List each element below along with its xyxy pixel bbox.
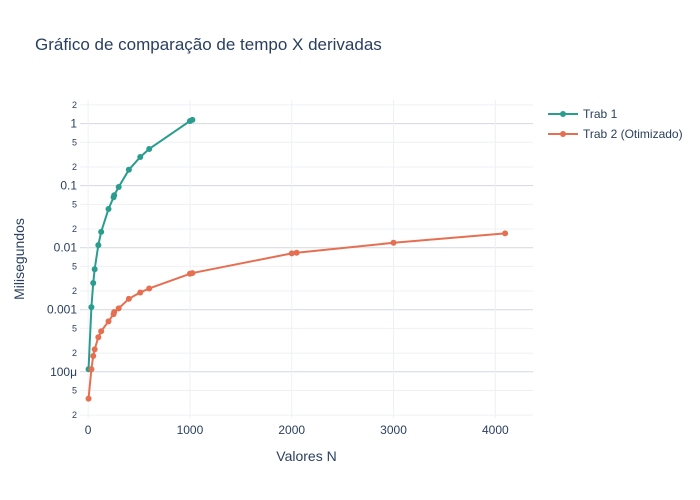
y-minor-tick-label: 2: [72, 100, 77, 110]
legend-label: Trab 1: [583, 107, 618, 121]
x-axis-ticks: 0 1000 2000 3000 4000: [85, 423, 509, 437]
data-point[interactable]: [88, 304, 95, 311]
legend: Trab 1 Trab 2 (Otimizado): [548, 107, 683, 141]
y-tick-label: 0.1: [60, 179, 77, 193]
legend-item[interactable]: Trab 2 (Otimizado): [548, 127, 683, 141]
data-point[interactable]: [125, 166, 132, 173]
data-point[interactable]: [95, 334, 102, 341]
x-tick-label: 4000: [482, 423, 509, 437]
data-point[interactable]: [146, 145, 153, 152]
x-tick-label: 0: [85, 423, 92, 437]
series-layer: [85, 116, 509, 402]
y-minor-tick-label: 2: [72, 162, 77, 172]
y-minor-tick-label: 5: [72, 199, 77, 209]
legend-item[interactable]: Trab 1: [548, 107, 618, 121]
y-axis-ticks: 2 5 2 5 2 5 2 5 2 5 2 100μ 0.001 0.01 0.1 1: [47, 100, 77, 420]
data-point[interactable]: [90, 279, 97, 286]
x-tick-label: 1000: [177, 423, 204, 437]
data-point[interactable]: [137, 153, 144, 160]
data-point[interactable]: [189, 270, 196, 277]
data-point[interactable]: [95, 242, 102, 249]
data-point[interactable]: [115, 305, 122, 312]
series-2: [85, 230, 509, 402]
y-minor-tick-label: 5: [72, 323, 77, 333]
y-minor-tick-label: 5: [72, 261, 77, 271]
y-minor-tick-label: 5: [72, 137, 77, 147]
data-point[interactable]: [502, 230, 509, 237]
x-tick-label: 2000: [278, 423, 305, 437]
y-tick-label: 0.01: [54, 241, 78, 255]
y-axis-title: Milisegundos: [11, 218, 27, 300]
y-tick-label: 1: [70, 117, 77, 131]
data-point[interactable]: [91, 346, 98, 353]
data-point[interactable]: [293, 249, 300, 256]
grid-lines: [80, 100, 533, 418]
y-minor-tick-label: 2: [72, 410, 77, 420]
y-minor-tick-label: 2: [72, 348, 77, 358]
data-point[interactable]: [90, 352, 97, 359]
legend-label: Trab 2 (Otimizado): [583, 127, 683, 141]
data-point[interactable]: [288, 250, 295, 257]
data-point[interactable]: [111, 192, 118, 199]
data-point[interactable]: [137, 289, 144, 296]
data-point[interactable]: [390, 239, 397, 246]
data-point[interactable]: [88, 366, 95, 373]
series-line: [87, 232, 506, 399]
data-point[interactable]: [146, 285, 153, 292]
data-point[interactable]: [189, 116, 196, 123]
data-point[interactable]: [91, 266, 98, 273]
y-minor-tick-label: 2: [72, 224, 77, 234]
legend-swatch-marker: [560, 131, 566, 137]
y-tick-label: 100μ: [50, 365, 77, 379]
data-point[interactable]: [125, 295, 132, 302]
data-point[interactable]: [105, 318, 112, 325]
chart-title: Gráfico de comparação de tempo X derivad…: [35, 35, 382, 54]
data-point[interactable]: [85, 395, 92, 402]
data-point[interactable]: [98, 328, 105, 335]
data-point[interactable]: [115, 184, 122, 191]
y-tick-label: 0.001: [47, 303, 77, 317]
data-point[interactable]: [98, 228, 105, 235]
data-point[interactable]: [105, 206, 112, 213]
data-point[interactable]: [111, 308, 118, 315]
x-axis-title: Valores N: [276, 448, 336, 464]
y-minor-tick-label: 2: [72, 286, 77, 296]
y-minor-tick-label: 5: [72, 385, 77, 395]
legend-swatch-marker: [560, 111, 566, 117]
x-tick-label: 3000: [380, 423, 407, 437]
